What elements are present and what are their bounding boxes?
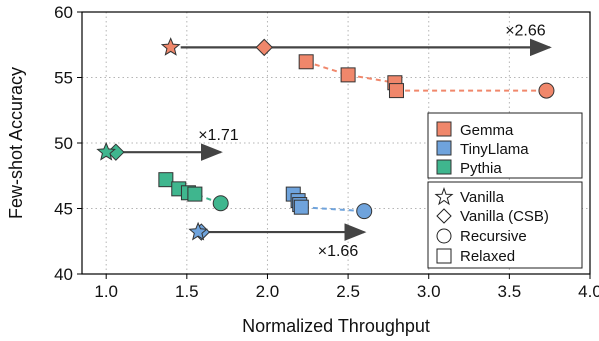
legend-label-vanilla: Vanilla <box>460 189 505 206</box>
y-tick-label: 55 <box>54 69 73 88</box>
tinyllama-vanilla-point <box>188 221 208 241</box>
x-tick-label: 4.0 <box>578 282 599 301</box>
pythia-recursive-point <box>212 195 229 212</box>
pythia-vanilla-point <box>96 141 116 161</box>
data-marks <box>96 37 555 241</box>
y-axis-label: Few-shot Accuracy <box>6 67 26 219</box>
x-axis-label: Normalized Throughput <box>242 316 430 336</box>
x-tick-label: 1.0 <box>94 282 118 301</box>
x-tick-label: 2.0 <box>256 282 280 301</box>
tinyllama-recursive-point <box>356 203 373 220</box>
legend-swatch-gemma <box>436 121 452 137</box>
legend-swatch-pythia <box>436 159 452 175</box>
legend-methods-box <box>427 181 583 269</box>
gemma-relaxed-point <box>388 83 404 99</box>
gemma-relaxed-point <box>340 67 356 83</box>
pythia-relaxed-point <box>158 172 174 188</box>
x-tick-label: 2.5 <box>336 282 360 301</box>
y-tick-label: 45 <box>54 200 73 219</box>
gemma-vanilla-csb-point <box>255 38 273 57</box>
y-tick-label: 40 <box>54 265 73 284</box>
y-tick-label: 50 <box>54 134 73 153</box>
legend-label-gemma: Gemma <box>460 122 514 139</box>
gemma-vanilla-point <box>160 37 181 56</box>
legend-diamond-icon <box>436 208 452 224</box>
speedup-label: ×2.66 <box>505 22 546 39</box>
legend-label-recursive: Recursive <box>460 228 527 245</box>
x-tick-label: 3.5 <box>498 282 522 301</box>
speedup-arrows: ×2.66 ×1.71 ×1.66 <box>116 22 552 260</box>
legend-models-box <box>427 112 583 179</box>
legend-label-relaxed: Relaxed <box>460 248 515 265</box>
tinyllama-relaxed-point <box>293 199 309 215</box>
speedup-label: ×1.71 <box>198 127 239 144</box>
gemma-recursive-point <box>538 82 555 99</box>
legend-label-pythia: Pythia <box>460 160 502 177</box>
legend-label-tinyllama: TinyLlama <box>460 141 529 158</box>
y-tick-label: 60 <box>54 3 73 22</box>
legend-circle-icon <box>436 228 452 244</box>
legend-square-icon <box>436 248 452 264</box>
gemma-relaxed-point <box>298 54 314 70</box>
x-tick-label: 1.5 <box>175 282 199 301</box>
legend-label-vanilla-csb: Vanilla (CSB) <box>460 208 549 225</box>
pythia-relaxed-point <box>187 186 203 202</box>
legend-swatch-tinyllama <box>436 140 452 156</box>
x-tick-label: 3.0 <box>417 282 441 301</box>
speedup-label: ×1.66 <box>318 243 359 260</box>
axis-ticks: 1.0 1.5 2.0 2.5 3.0 3.5 4.0 40 45 50 55 60 <box>54 3 599 301</box>
legend-star-icon <box>434 186 454 206</box>
legend-methods: Vanilla Vanilla (CSB) Recursive Relaxed <box>427 181 583 269</box>
legend-models: Gemma TinyLlama Pythia <box>427 112 583 179</box>
